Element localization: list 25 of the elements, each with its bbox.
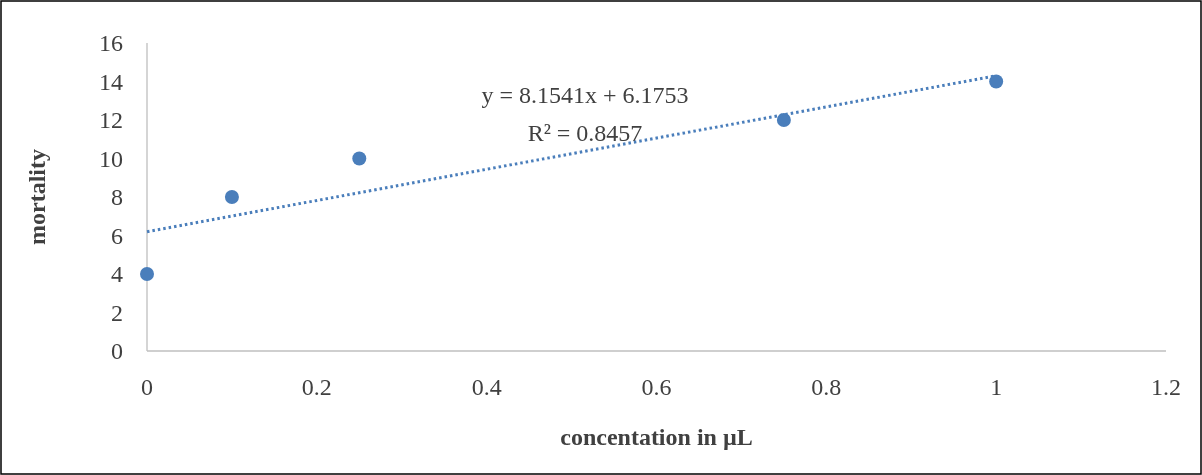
x-tick-label: 0.8	[811, 374, 842, 400]
point	[776, 113, 791, 127]
y-tick-label: 8	[111, 184, 123, 211]
y-tick-label: 16	[99, 30, 123, 57]
y-axis-title: mortality	[24, 149, 50, 245]
y-tick-label: 0	[111, 338, 123, 365]
y-tick-label: 4	[111, 261, 123, 288]
x-tick-label: 0	[141, 374, 153, 400]
y-tick-label: 10	[99, 145, 123, 172]
x-tick-label: 0.2	[301, 374, 332, 400]
y-tick-label: 14	[99, 68, 123, 95]
y-tick-label: 6	[111, 222, 123, 249]
y-tick-label: 2	[111, 299, 123, 326]
y-tick-label: 12	[99, 107, 123, 134]
point	[140, 267, 154, 281]
point	[989, 74, 1004, 89]
x-tick-label: 1	[990, 374, 1003, 400]
point	[224, 190, 239, 204]
annotation: y = 8.1541x + 6.1753	[481, 82, 689, 108]
x-tick-label: 0.4	[471, 374, 502, 400]
annotation: R² = 0.8457	[527, 120, 643, 146]
point	[352, 151, 367, 166]
x-tick-label: 1.2	[1151, 374, 1181, 400]
x-axis-title: concentation in µL	[560, 424, 753, 450]
x-tick-label: 0.6	[641, 374, 672, 400]
